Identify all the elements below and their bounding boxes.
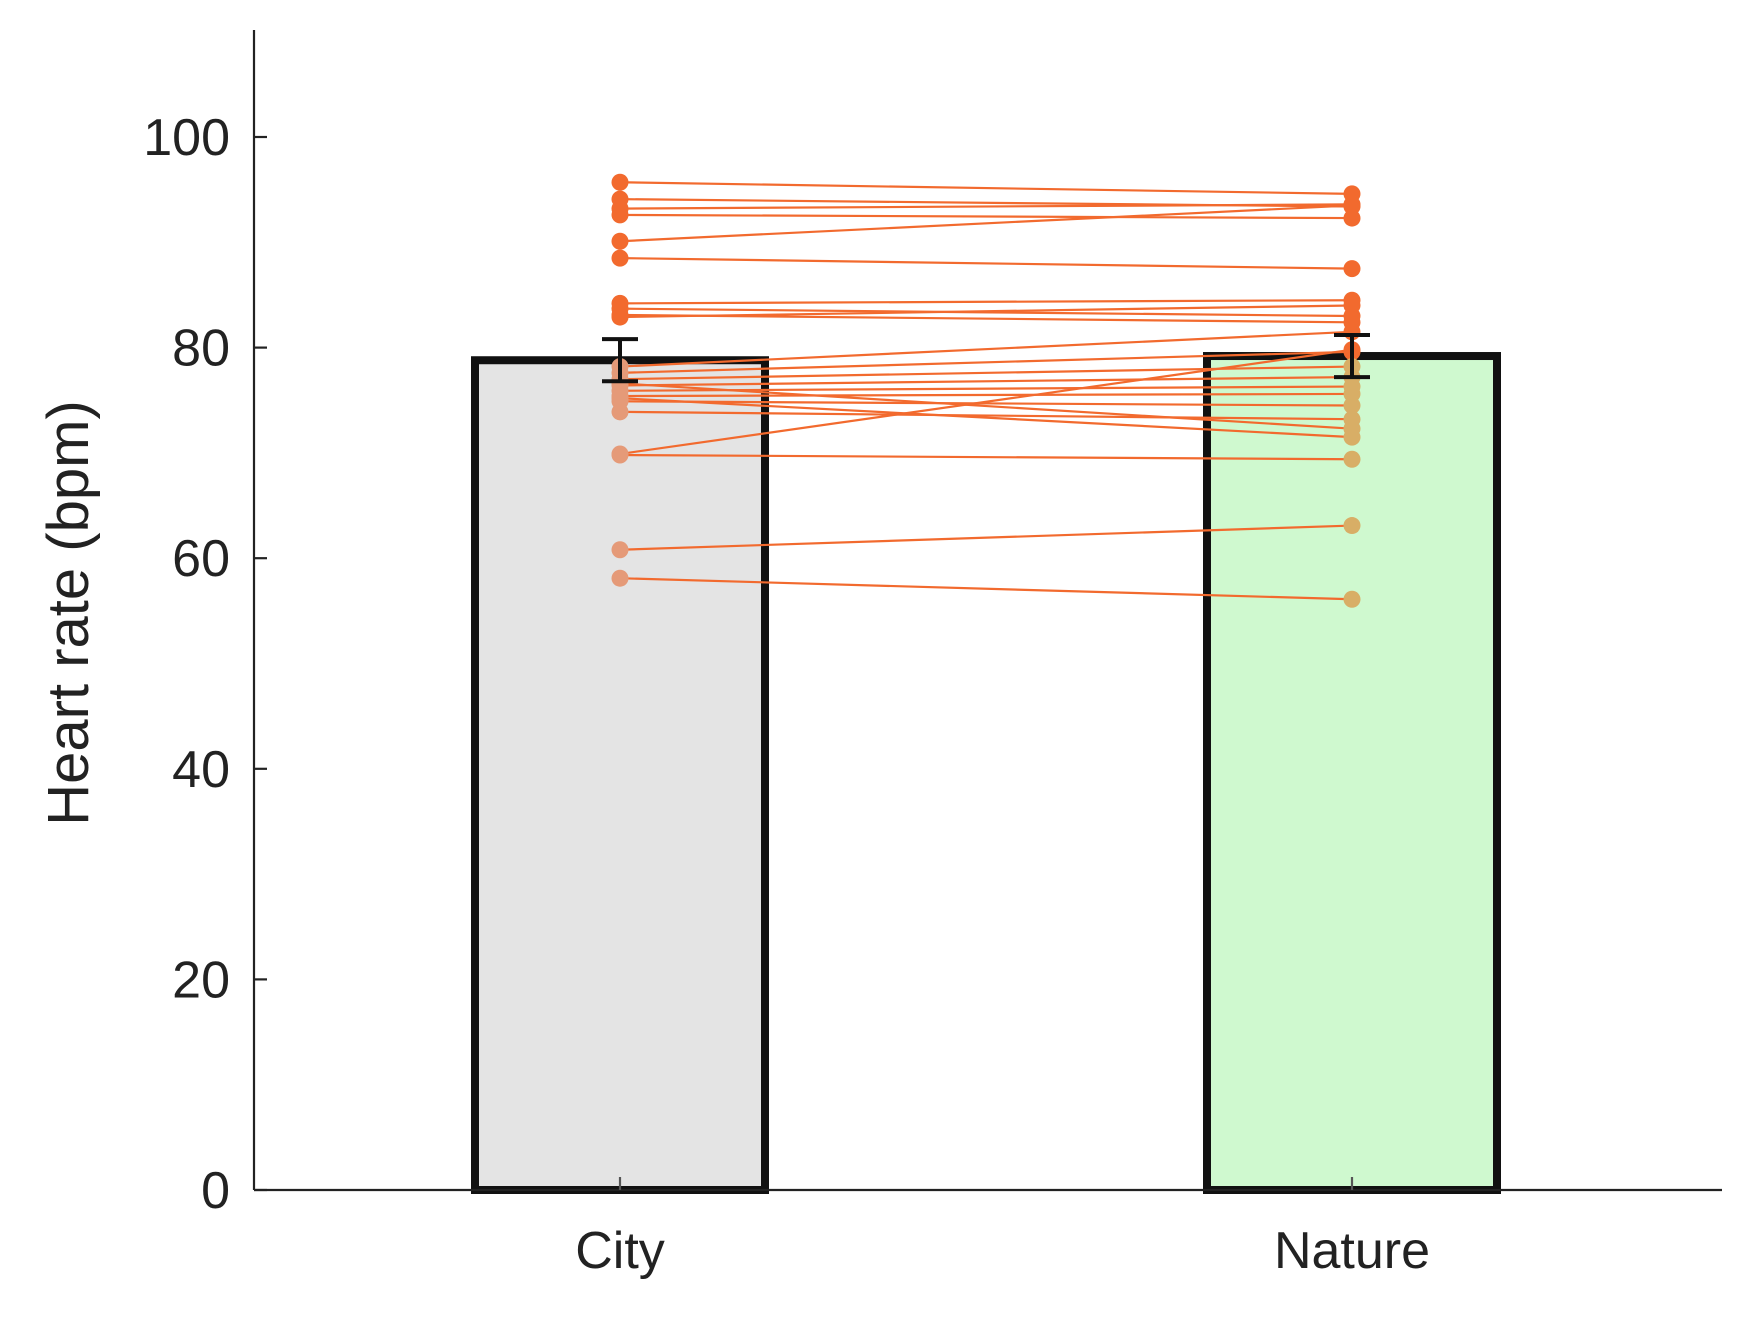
data-point-nature: [1343, 428, 1361, 446]
data-point-nature: [1343, 296, 1361, 314]
paired-line-7: [619, 299, 1353, 305]
paired-line-1: [619, 181, 1353, 195]
data-point-city: [611, 232, 629, 250]
paired-line-14: [619, 375, 1353, 387]
paired-line-13: [619, 365, 1353, 381]
bar-city: [471, 356, 769, 1194]
paired-line-12: [619, 350, 1353, 374]
data-point-nature: [1343, 260, 1361, 278]
data-point-city: [611, 249, 629, 267]
paired-line-21: [619, 453, 1353, 461]
data-point-nature: [1343, 209, 1361, 227]
data-point-nature: [1343, 590, 1361, 608]
paired-line-3: [619, 203, 1353, 210]
paired-line-23: [619, 524, 1353, 551]
paired-lines-layer: [619, 181, 1353, 601]
data-point-city: [611, 206, 629, 224]
error-bars-layer: [602, 332, 1370, 384]
y-axis-title: Heart rate (bpm): [36, 400, 101, 825]
paired-line-6: [619, 256, 1353, 270]
y-tick-label: 100: [143, 109, 230, 167]
y-tick-label: 40: [172, 741, 230, 799]
x-tick-label-nature: Nature: [1274, 1222, 1430, 1280]
data-point-city: [611, 541, 629, 559]
data-point-city: [611, 173, 629, 191]
y-tick-label: 80: [172, 320, 230, 378]
data-point-city: [611, 374, 629, 392]
axes-layer: 0 20 40 60 80 100 City Nature: [143, 30, 1722, 1280]
bars-layer: [471, 352, 1501, 1194]
bar-nature: [1203, 352, 1501, 1194]
data-point-nature: [1343, 450, 1361, 468]
paired-line-16: [619, 392, 1353, 398]
data-point-city: [611, 403, 629, 421]
paired-line-4: [619, 213, 1353, 220]
y-tick-label: 60: [172, 530, 230, 588]
data-point-city: [611, 445, 629, 463]
paired-line-20: [619, 397, 1353, 439]
paired-line-11: [619, 330, 1353, 368]
y-tick-label: 20: [172, 951, 230, 1009]
paired-line-19: [619, 382, 1353, 430]
data-point-city: [611, 389, 629, 407]
data-point-city: [611, 308, 629, 326]
paired-line-24: [619, 577, 1353, 601]
paired-line-5: [619, 204, 1353, 243]
x-tick-label-city: City: [575, 1222, 665, 1280]
error-bar-nature: [1334, 332, 1370, 380]
paired-line-10: [619, 304, 1353, 319]
data-point-city: [611, 569, 629, 587]
data-point-nature: [1343, 397, 1361, 415]
data-point-nature: [1343, 517, 1361, 535]
data-point-nature: [1343, 196, 1361, 214]
paired-line-18: [619, 410, 1353, 421]
paired-line-17: [619, 400, 1353, 407]
y-tick-label: 0: [201, 1162, 230, 1220]
paired-line-22: [619, 348, 1353, 456]
error-bar-city: [602, 337, 638, 384]
